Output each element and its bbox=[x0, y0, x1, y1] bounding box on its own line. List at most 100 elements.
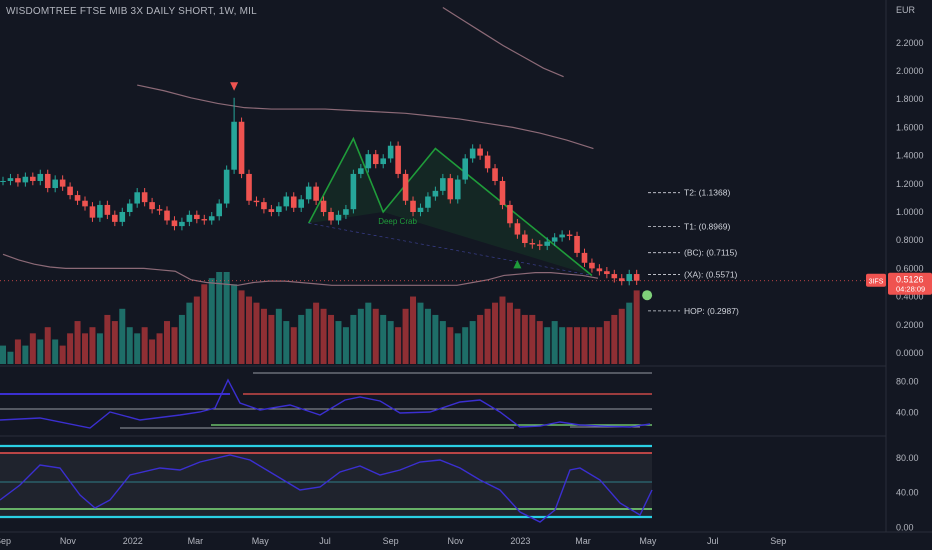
level-label: HOP: (0.2987) bbox=[684, 306, 739, 316]
candle-body bbox=[67, 186, 73, 196]
volume-bar bbox=[156, 333, 163, 364]
candle-body bbox=[290, 196, 297, 208]
price-tag-value: 0.5126 bbox=[896, 275, 924, 285]
volume-bar bbox=[395, 327, 402, 364]
volume-bar bbox=[417, 302, 424, 364]
candle-body bbox=[194, 214, 200, 220]
candle-body bbox=[581, 252, 588, 263]
candle-body bbox=[425, 196, 431, 208]
volume-bar bbox=[365, 302, 372, 364]
candle-body bbox=[372, 154, 379, 165]
candle-body bbox=[97, 204, 103, 218]
volume-bar bbox=[313, 302, 320, 364]
candle-body bbox=[559, 234, 565, 238]
candle-body bbox=[410, 200, 416, 212]
candle-body bbox=[223, 169, 230, 204]
volume-bar bbox=[253, 302, 260, 364]
volume-bar bbox=[506, 302, 513, 364]
volume-bar bbox=[350, 314, 357, 364]
candle-body bbox=[589, 262, 595, 269]
x-tick-label: 2023 bbox=[510, 536, 530, 546]
volume-bar bbox=[342, 327, 349, 364]
candle-body bbox=[134, 192, 140, 204]
candle-body bbox=[477, 148, 483, 156]
volume-bar bbox=[104, 314, 111, 364]
candle-body bbox=[82, 200, 88, 207]
volume-bar bbox=[149, 339, 156, 364]
ind2-tick-label: 80.00 bbox=[896, 453, 919, 463]
x-tick-label: Sep bbox=[770, 536, 786, 546]
volume-bar bbox=[432, 314, 439, 364]
ma-upper-b bbox=[137, 84, 594, 150]
candle-body bbox=[22, 176, 29, 183]
candle-body bbox=[633, 274, 640, 281]
candle-body bbox=[298, 199, 304, 208]
volume-bar bbox=[216, 272, 223, 364]
candle-body bbox=[52, 179, 58, 189]
candle-body bbox=[313, 186, 319, 201]
ma-lower bbox=[2, 253, 599, 286]
volume-bar bbox=[260, 308, 267, 364]
candle-body bbox=[246, 173, 252, 201]
volume-bar bbox=[186, 302, 193, 364]
price-tag bbox=[888, 272, 932, 295]
y-tick-label: 0.2000 bbox=[896, 320, 924, 330]
y-tick-label: 1.8000 bbox=[896, 94, 924, 104]
ind1-line bbox=[0, 378, 651, 429]
y-tick-label: 1.0000 bbox=[896, 207, 924, 217]
volume-bar bbox=[283, 321, 290, 364]
volume-bar bbox=[178, 314, 185, 364]
x-tick-label: May bbox=[639, 536, 657, 546]
volume-bar bbox=[74, 321, 81, 364]
candle-body bbox=[335, 214, 342, 221]
candle-body bbox=[156, 209, 163, 211]
candle-body bbox=[238, 121, 245, 174]
candle-body bbox=[343, 209, 349, 215]
candle-body bbox=[417, 207, 424, 212]
volume-bar bbox=[119, 308, 126, 364]
volume-bar bbox=[52, 339, 59, 364]
level-label: T1: (0.8969) bbox=[684, 222, 730, 232]
ind1-tick-label: 80.00 bbox=[896, 377, 919, 387]
volume-bar bbox=[67, 333, 74, 364]
candle-body bbox=[387, 145, 394, 159]
volume-bar bbox=[328, 314, 335, 364]
volume-bar bbox=[611, 314, 618, 364]
candle-body bbox=[447, 178, 454, 200]
volume-bar bbox=[596, 327, 603, 364]
ind2-tick-label: 40.00 bbox=[896, 488, 919, 498]
volume-bar bbox=[357, 308, 364, 364]
volume-bar bbox=[0, 345, 6, 364]
candle-body bbox=[126, 203, 133, 212]
volume-bar bbox=[544, 327, 551, 364]
y-tick-label: 1.4000 bbox=[896, 151, 924, 161]
candle-body bbox=[626, 274, 633, 282]
candle-body bbox=[104, 204, 111, 215]
level-label: T2: (1.1368) bbox=[684, 188, 730, 198]
volume-bar bbox=[588, 327, 595, 364]
volume-bar bbox=[141, 327, 148, 364]
candle-body bbox=[395, 145, 401, 174]
volume-bar bbox=[44, 327, 51, 364]
candle-body bbox=[529, 243, 536, 245]
volume-bar bbox=[29, 333, 36, 364]
x-tick-label: Nov bbox=[60, 536, 77, 546]
candle-body bbox=[492, 168, 498, 181]
volume-bar bbox=[372, 308, 379, 364]
x-tick-label: 2022 bbox=[123, 536, 143, 546]
pattern-xd-line bbox=[308, 222, 593, 276]
volume-bar bbox=[164, 321, 171, 364]
candle-body bbox=[305, 186, 312, 200]
volume-bar bbox=[402, 308, 409, 364]
volume-bar bbox=[484, 308, 491, 364]
candle-body bbox=[328, 212, 334, 221]
ind1-tick-label: 40.00 bbox=[896, 408, 919, 418]
peak-marker bbox=[230, 82, 239, 91]
y-tick-label: 2.0000 bbox=[896, 66, 924, 76]
y-tick-label: 2.2000 bbox=[896, 38, 924, 48]
volume-bar bbox=[231, 284, 238, 364]
x-tick-label: Sep bbox=[0, 536, 11, 546]
candle-body bbox=[604, 271, 610, 275]
volume-bar bbox=[193, 296, 200, 364]
